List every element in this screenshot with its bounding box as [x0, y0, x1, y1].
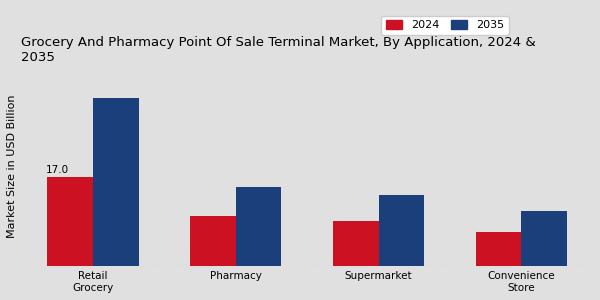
Legend: 2024, 2035: 2024, 2035 [381, 16, 509, 35]
Bar [521, 211, 567, 266]
Bar [476, 232, 521, 266]
Text: 17.0: 17.0 [46, 165, 69, 175]
Bar [190, 216, 236, 266]
Bar [333, 221, 379, 266]
Bar [93, 98, 139, 266]
Bar [236, 187, 281, 266]
Bar [379, 195, 424, 266]
Y-axis label: Market Size in USD Billion: Market Size in USD Billion [7, 94, 17, 238]
Text: Grocery And Pharmacy Point Of Sale Terminal Market, By Application, 2024 &
2035: Grocery And Pharmacy Point Of Sale Termi… [21, 35, 536, 64]
Bar [47, 176, 93, 266]
